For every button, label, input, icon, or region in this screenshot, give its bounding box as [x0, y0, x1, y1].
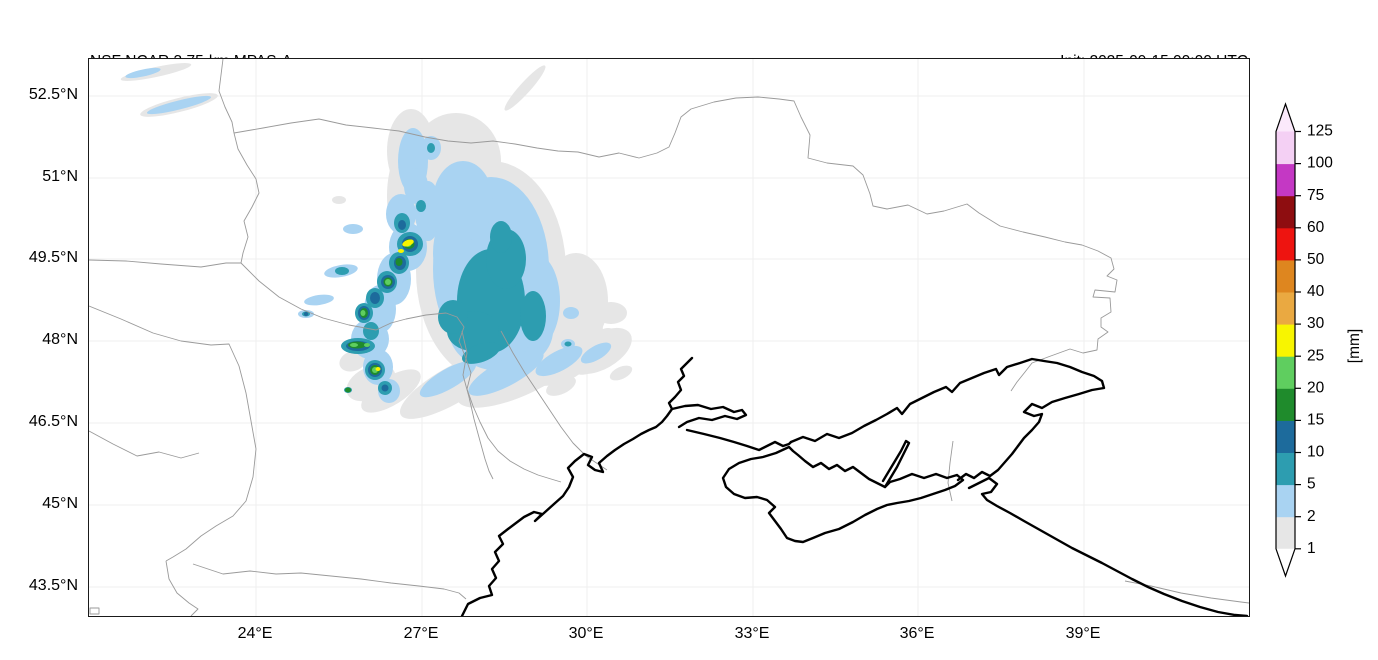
coastlines — [460, 356, 1249, 616]
colorbar-tick-label: 100 — [1307, 155, 1333, 172]
y-axis-tick-label: 49.5°N — [28, 249, 78, 266]
colorbar-tick-label: 1 — [1307, 540, 1316, 557]
colorbar-segment — [1276, 388, 1295, 421]
colorbar-segment — [1276, 356, 1295, 389]
colorbar-segment — [1276, 227, 1295, 261]
country-borders — [89, 59, 1249, 616]
colorbar-segment — [1276, 292, 1295, 325]
colorbar-tick-label: 50 — [1307, 251, 1325, 268]
colorbar-tick-label: 30 — [1307, 315, 1325, 332]
colorbar-segment — [1276, 452, 1295, 486]
colorbar-under-arrow — [1276, 548, 1295, 576]
map-panel — [88, 58, 1250, 617]
y-axis-tick-label: 48°N — [42, 331, 78, 348]
precip-layer-25mm — [375, 239, 414, 371]
graticule-gridlines — [89, 59, 1249, 616]
y-axis-tick-label: 45°N — [42, 495, 78, 512]
colorbar-segment — [1276, 420, 1295, 453]
colorbar-segment — [1276, 324, 1295, 357]
colorbar-over-arrow — [1276, 104, 1295, 132]
y-axis-tick-label: 46.5°N — [28, 413, 78, 430]
x-axis-tick-label: 36°E — [899, 625, 935, 642]
y-axis-tick-label: 52.5°N — [28, 86, 78, 103]
x-axis-tick-label: 24°E — [237, 625, 273, 642]
precip-layer-5mm — [302, 143, 572, 395]
colorbar-tick-label: 5 — [1307, 476, 1316, 493]
colorbar-unit-label: [mm] — [1346, 329, 1363, 363]
precip-layer-2mm — [125, 67, 612, 403]
colorbar-tick-label: 2 — [1307, 508, 1316, 525]
colorbar-segment — [1276, 259, 1295, 293]
colorbar-tick-label: 40 — [1307, 283, 1325, 300]
x-axis-tick-label: 39°E — [1065, 625, 1101, 642]
colorbar-tick-label: 15 — [1307, 411, 1324, 428]
colorbar-tick-label: 75 — [1307, 187, 1324, 204]
colorbar-tick-label: 25 — [1307, 347, 1324, 364]
precipitation-map — [89, 59, 1249, 616]
x-axis-tick-label: 30°E — [568, 625, 604, 642]
colorbar-segment — [1276, 163, 1295, 197]
y-axis-tick-label: 43.5°N — [28, 577, 78, 594]
x-axis-tick-label: 33°E — [734, 625, 770, 642]
colorbar-tick-label: 20 — [1307, 379, 1325, 396]
x-axis-tick-label: 27°E — [403, 625, 439, 642]
colorbar-segment — [1276, 484, 1295, 518]
colorbar-segment — [1276, 516, 1295, 550]
colorbar-segment — [1276, 131, 1295, 165]
y-axis-tick-label: 51°N — [42, 168, 78, 185]
colorbar-tick-label: 10 — [1307, 444, 1325, 461]
colorbar-segment — [1276, 195, 1295, 229]
colorbar-tick-label: 60 — [1307, 219, 1325, 236]
colorbar-tick-label: 125 — [1307, 123, 1333, 140]
